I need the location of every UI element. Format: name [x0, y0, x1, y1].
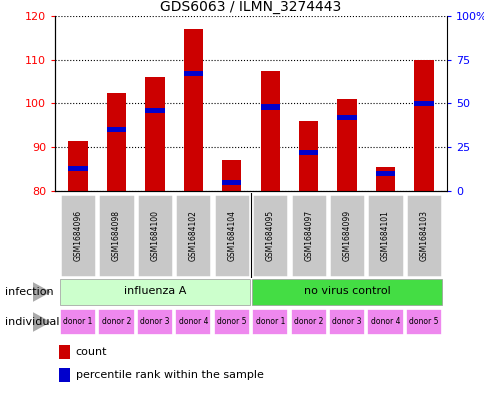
Bar — [260, 71, 279, 191]
Text: GSM1684095: GSM1684095 — [265, 210, 274, 261]
Bar — [136, 194, 173, 277]
Bar — [183, 71, 202, 76]
Bar — [60, 279, 249, 305]
Text: count: count — [76, 347, 107, 357]
Bar — [183, 29, 202, 191]
Bar — [252, 279, 441, 305]
Text: GSM1684097: GSM1684097 — [303, 210, 313, 261]
Bar — [213, 194, 249, 277]
Bar — [175, 194, 211, 277]
Bar — [299, 150, 318, 155]
Bar — [60, 194, 96, 277]
Bar — [213, 309, 249, 335]
Text: donor 5: donor 5 — [216, 317, 246, 326]
Bar — [405, 309, 441, 335]
Text: donor 3: donor 3 — [140, 317, 169, 326]
Text: GSM1684100: GSM1684100 — [150, 210, 159, 261]
Text: GSM1684101: GSM1684101 — [380, 210, 389, 261]
Bar — [145, 108, 164, 113]
Bar — [290, 309, 326, 335]
Bar — [290, 194, 326, 277]
Text: GSM1684096: GSM1684096 — [74, 210, 82, 261]
Bar — [328, 194, 364, 277]
Bar — [337, 99, 356, 191]
Bar — [413, 60, 433, 191]
Title: GDS6063 / ILMN_3274443: GDS6063 / ILMN_3274443 — [160, 0, 341, 14]
Bar — [98, 309, 134, 335]
Bar — [375, 167, 394, 191]
Bar — [106, 93, 126, 191]
Bar — [222, 160, 241, 191]
Bar — [299, 121, 318, 191]
Bar — [68, 165, 88, 171]
Text: donor 4: donor 4 — [178, 317, 208, 326]
Text: no virus control: no virus control — [303, 286, 390, 296]
Bar — [106, 127, 126, 132]
Bar — [367, 309, 403, 335]
Bar — [367, 194, 403, 277]
Text: percentile rank within the sample: percentile rank within the sample — [76, 370, 263, 380]
Text: GSM1684098: GSM1684098 — [112, 210, 121, 261]
Bar — [375, 171, 394, 176]
Text: donor 1: donor 1 — [255, 317, 284, 326]
Text: influenza A: influenza A — [123, 286, 186, 296]
Bar — [337, 115, 356, 120]
Polygon shape — [33, 282, 51, 302]
Bar — [145, 77, 164, 191]
Text: donor 3: donor 3 — [332, 317, 361, 326]
Bar — [413, 101, 433, 106]
Bar — [252, 309, 287, 335]
Text: GSM1684104: GSM1684104 — [227, 210, 236, 261]
Bar — [59, 368, 70, 382]
Bar — [175, 309, 211, 335]
Bar — [328, 309, 364, 335]
Bar — [260, 105, 279, 110]
Bar — [222, 180, 241, 185]
Text: GSM1684102: GSM1684102 — [188, 210, 197, 261]
Bar — [68, 141, 88, 191]
Text: GSM1684099: GSM1684099 — [342, 210, 351, 261]
Bar — [98, 194, 134, 277]
Text: donor 5: donor 5 — [408, 317, 438, 326]
Bar — [252, 194, 287, 277]
Text: infection: infection — [5, 287, 53, 297]
Bar — [136, 309, 173, 335]
Text: donor 2: donor 2 — [102, 317, 131, 326]
Polygon shape — [33, 312, 51, 332]
Bar — [60, 309, 96, 335]
Text: individual: individual — [5, 317, 59, 327]
Bar — [405, 194, 441, 277]
Bar — [59, 345, 70, 359]
Text: donor 1: donor 1 — [63, 317, 92, 326]
Text: donor 2: donor 2 — [293, 317, 323, 326]
Text: donor 4: donor 4 — [370, 317, 399, 326]
Text: GSM1684103: GSM1684103 — [419, 210, 427, 261]
